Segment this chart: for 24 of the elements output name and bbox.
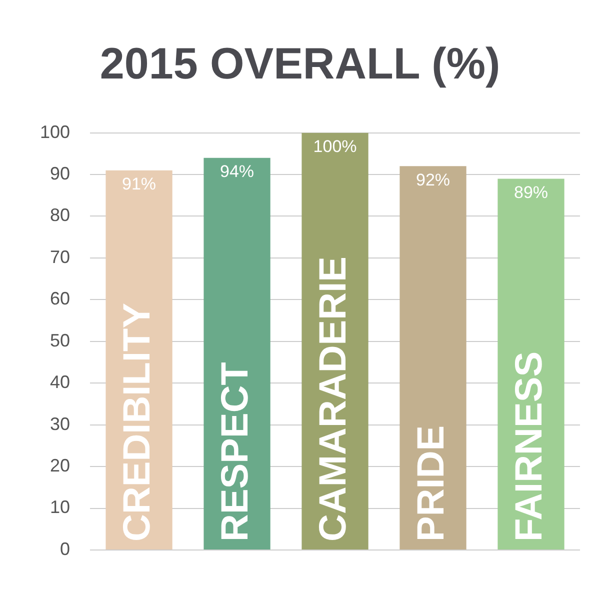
y-tick-label: 0 bbox=[60, 538, 70, 559]
data-label: 92% bbox=[416, 170, 450, 190]
bar bbox=[204, 158, 270, 550]
data-label: 89% bbox=[514, 182, 548, 202]
y-tick-label: 100 bbox=[40, 122, 70, 142]
y-tick-label: 60 bbox=[50, 288, 70, 309]
y-tick-label: 30 bbox=[50, 414, 70, 434]
x-tick-label: PRIDE bbox=[410, 425, 452, 542]
y-tick-label: 20 bbox=[50, 456, 70, 476]
chart-title: 2015 OVERALL (%) bbox=[100, 40, 500, 89]
bar bbox=[400, 166, 466, 550]
x-tick-label: CAMARADERIE bbox=[312, 256, 354, 542]
y-tick-label: 10 bbox=[50, 497, 70, 518]
y-tick-label: 50 bbox=[50, 330, 70, 350]
y-tick-label: 70 bbox=[50, 246, 70, 267]
data-label: 94% bbox=[220, 162, 254, 182]
x-tick-label: RESPECT bbox=[214, 362, 257, 542]
y-tick-label: 90 bbox=[50, 163, 70, 184]
x-tick-label: CREDIBILITY bbox=[116, 302, 159, 542]
data-label: 91% bbox=[122, 174, 156, 194]
y-tick-label: 80 bbox=[50, 205, 70, 226]
x-tick-label: FAIRNESS bbox=[508, 351, 550, 542]
data-label: 100% bbox=[313, 136, 357, 156]
y-tick-label: 40 bbox=[50, 372, 70, 392]
